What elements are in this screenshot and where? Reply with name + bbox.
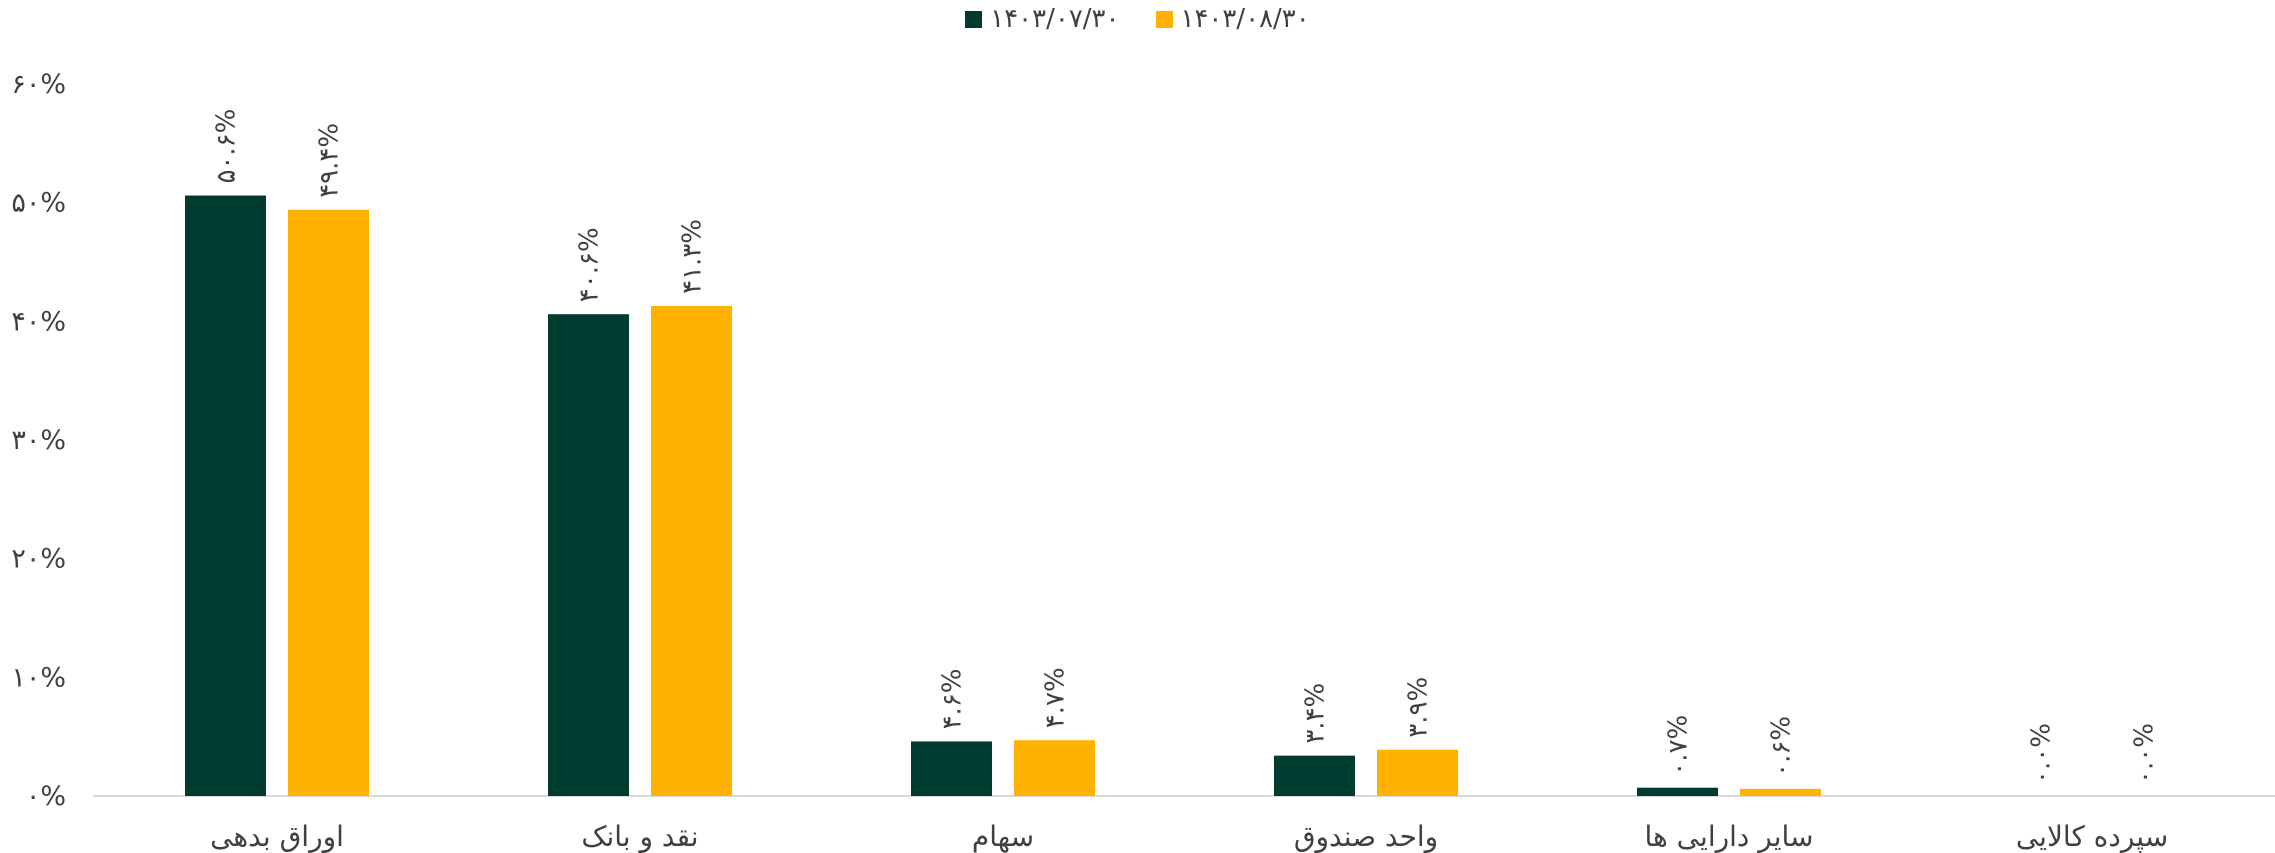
x-tick-label: سایر دارایی ها: [1644, 820, 1813, 853]
bar-1[interactable]: [911, 741, 992, 796]
data-label: ۰.۰%: [2027, 723, 2057, 784]
data-label: ۴.۶%: [938, 669, 968, 730]
x-tick-label: نقد و بانک: [581, 820, 698, 853]
bar-2[interactable]: [1740, 788, 1821, 796]
data-label: ۳.۴%: [1301, 683, 1331, 744]
y-tick-label: ۲۰%: [11, 544, 66, 575]
x-tick-label: سهام: [972, 820, 1034, 853]
y-tick-label: ۶۰%: [11, 69, 66, 100]
bar-2[interactable]: [1014, 740, 1095, 796]
bar-1[interactable]: [548, 314, 629, 796]
bar-2[interactable]: [1377, 749, 1458, 796]
data-label: ۰.۰%: [2130, 723, 2160, 784]
bar-1[interactable]: [1274, 755, 1355, 796]
legend-item-series-1[interactable]: ۱۴۰۳/۰۷/۳۰: [965, 4, 1120, 34]
y-tick-label: ۱۰%: [11, 662, 66, 693]
data-label: ۴.۷%: [1041, 667, 1071, 728]
data-label: ۴۹.۴%: [315, 123, 345, 198]
legend-item-series-2[interactable]: ۱۴۰۳/۰۸/۳۰: [1155, 4, 1310, 34]
data-label: ۵۰.۶%: [212, 109, 242, 184]
x-tick-label: سپرده کالایی: [2016, 820, 2168, 853]
chart-legend: ۱۴۰۳/۰۷/۳۰ ۱۴۰۳/۰۸/۳۰: [0, 4, 2275, 34]
y-tick-label: ۳۰%: [11, 425, 66, 456]
bar-2[interactable]: [288, 209, 369, 796]
legend-label-series-1: ۱۴۰۳/۰۷/۳۰: [990, 4, 1120, 34]
data-label: ۴۰.۶%: [575, 227, 605, 302]
data-label: ۳.۹%: [1404, 677, 1434, 738]
y-tick-label: ۰%: [26, 781, 66, 812]
bar-1[interactable]: [185, 195, 266, 797]
x-tick-label: اوراق بدهی: [210, 820, 344, 853]
legend-swatch-series-2: [1155, 10, 1173, 28]
data-label: ۰.۷%: [1664, 715, 1694, 776]
y-tick-label: ۵۰%: [11, 188, 66, 219]
x-tick-label: واحد صندوق: [1294, 820, 1438, 853]
y-tick-label: ۴۰%: [11, 306, 66, 337]
data-label: ۰.۶%: [1767, 716, 1797, 777]
bar-1[interactable]: [1637, 787, 1718, 796]
bar-2[interactable]: [651, 305, 732, 796]
legend-swatch-series-1: [965, 10, 983, 28]
data-label: ۴۱.۳%: [678, 219, 708, 294]
legend-label-series-2: ۱۴۰۳/۰۸/۳۰: [1180, 4, 1310, 34]
